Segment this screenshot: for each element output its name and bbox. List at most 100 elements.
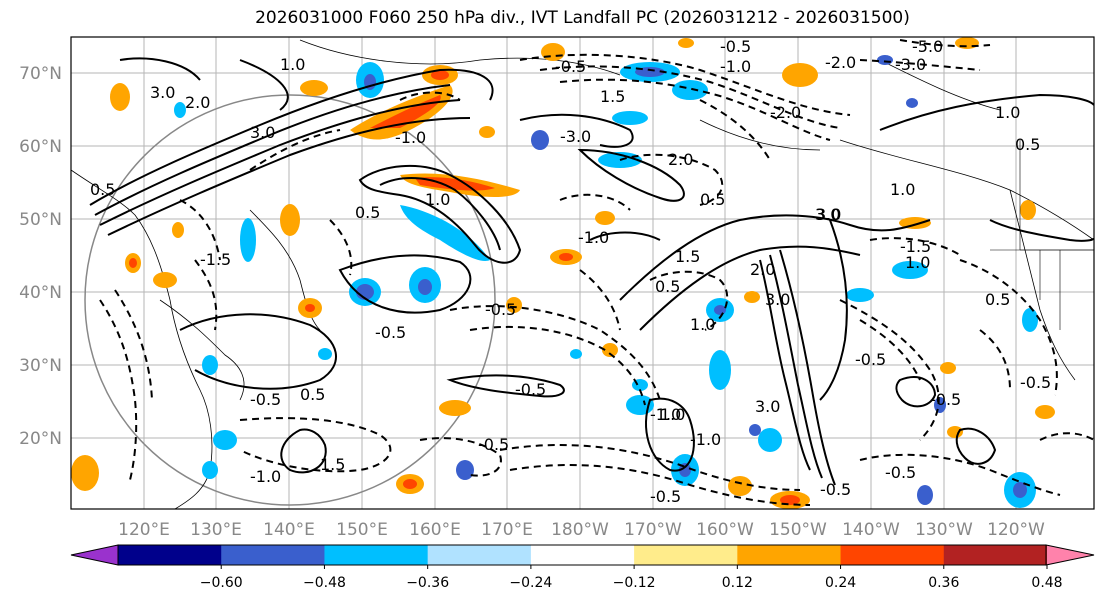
- contour-label: -1.0: [578, 228, 609, 247]
- graticule: [71, 37, 1094, 509]
- colorbar-extend-low: [71, 545, 118, 565]
- colorbar-extend-high: [1047, 545, 1094, 565]
- lon-label: 120°W: [987, 520, 1045, 540]
- colorbar-cell: [324, 545, 429, 565]
- contour-label: 0.5: [1015, 135, 1040, 154]
- lat-label-70n: 70°N: [19, 64, 62, 84]
- contour-label: 0.5: [655, 277, 680, 296]
- colorbar-tick-label: −0.48: [303, 575, 346, 591]
- lon-label: 130°E: [190, 520, 242, 540]
- contour-label: 1.0: [660, 405, 685, 424]
- colorbar-cell: [530, 545, 635, 565]
- colorbar-tick-label: −0.12: [613, 575, 656, 591]
- contour-label: 1.5: [320, 455, 345, 474]
- contour-label: -1.5: [900, 237, 931, 256]
- contour-label: -3.0: [895, 55, 926, 74]
- contour-label: 3.0: [150, 83, 175, 102]
- colorbar-tick-label: 0.12: [722, 575, 753, 591]
- colorbar-tick-label: 0.36: [928, 575, 959, 591]
- contours-positive: [89, 57, 1094, 486]
- colorbar-tick-label: 0.24: [825, 575, 856, 591]
- contour-label: -0.5: [515, 380, 546, 399]
- contour-label: -0.5: [885, 463, 916, 482]
- contour-label: 1.0: [425, 190, 450, 209]
- contour-label: 1.5: [600, 87, 625, 106]
- lat-label-40n: 40°N: [19, 283, 62, 303]
- contour-label: -0.5: [1020, 373, 1051, 392]
- lat-label-60n: 60°N: [19, 137, 62, 157]
- borders: [990, 140, 1094, 330]
- lon-label: 150°W: [769, 520, 827, 540]
- contour-label: -1.0: [250, 467, 281, 486]
- colorbar-cell: [221, 545, 325, 565]
- contour-label: -1.5: [200, 250, 231, 269]
- contour-label: 2.0: [668, 150, 693, 169]
- lon-label: 170°W: [624, 520, 682, 540]
- contour-label: 1.5: [675, 247, 700, 266]
- colorbar-ticks: −0.60 −0.48 −0.36 −0.24 −0.12 0.12 0.24 0.36 0.4…: [200, 565, 1063, 591]
- contour-label: -0.5: [720, 37, 751, 56]
- contour-label: 1.0: [690, 315, 715, 334]
- contour-label: -5.0: [912, 37, 943, 56]
- contour-label: -0.5: [555, 57, 586, 76]
- lon-label: 120°E: [118, 520, 170, 540]
- contour-label: -1.0: [720, 57, 751, 76]
- lon-label: 160°E: [409, 520, 461, 540]
- lat-label-20n: 20°N: [19, 429, 62, 449]
- colorbar-cell: [840, 545, 945, 565]
- latitude-labels: 70°N 60°N 50°N 40°N 30°N 20°N: [19, 64, 62, 449]
- colorbar-tick-label: −0.36: [406, 575, 449, 591]
- contour-label: 0.5: [985, 290, 1010, 309]
- lat-label-30n: 30°N: [19, 356, 62, 376]
- lon-label: 130°W: [915, 520, 973, 540]
- contour-label: -0.5: [855, 350, 886, 369]
- colorbar-tick-label: 0.48: [1031, 575, 1062, 591]
- contour-label: 3.0: [250, 123, 275, 142]
- contour-label: -0.5: [250, 390, 281, 409]
- lon-label: 140°E: [263, 520, 315, 540]
- contour-label: 1.0: [995, 103, 1020, 122]
- contour-label: -0.5: [820, 480, 851, 499]
- range-circle: [84, 94, 496, 506]
- lon-label: 150°E: [336, 520, 388, 540]
- map-plot-area: 3.0 2.0 3.0 1.0 0.5 1.0 0.5 1.5 2.0 3.0 …: [71, 37, 1094, 509]
- contour-label: 3.0: [815, 205, 840, 224]
- colorbar-cell: [634, 545, 738, 565]
- contour-label: -0.5: [478, 435, 509, 454]
- contour-label: -2.0: [825, 53, 856, 72]
- colorbar: −0.60 −0.48 −0.36 −0.24 −0.12 0.12 0.24 0.36 0.4…: [70, 544, 1095, 591]
- lon-label: 180°W: [551, 520, 609, 540]
- shading-negative: [174, 55, 1038, 508]
- contour-label: -0.5: [375, 323, 406, 342]
- contour-label: 1.0: [890, 180, 915, 199]
- contour-label: 0.5: [300, 385, 325, 404]
- figure-title: 2026031000 F060 250 hPa div., IVT Landfa…: [255, 8, 910, 28]
- contour-label: -1.0: [690, 430, 721, 449]
- contour-label: 3.0: [755, 397, 780, 416]
- longitude-labels: 120°E 130°E 140°E 150°E 160°E 170°E 180°…: [118, 520, 1045, 540]
- contour-label: -2.0: [770, 103, 801, 122]
- contour-label: -1.0: [650, 405, 681, 424]
- contours-negative: [99, 39, 1094, 506]
- contour-label: 3.0: [765, 290, 790, 309]
- colorbar-tick-label: −0.60: [200, 575, 243, 591]
- colorbar-cell: [427, 545, 532, 565]
- contour-label: 0.5: [355, 203, 380, 222]
- lon-label: 160°W: [696, 520, 754, 540]
- lon-label: 170°E: [481, 520, 533, 540]
- contour-label: 2.0: [185, 93, 210, 112]
- map-frame: [70, 36, 1095, 510]
- lon-label: 140°W: [842, 520, 900, 540]
- contour-label: 1.0: [280, 55, 305, 74]
- contour-label: 2.0: [750, 260, 775, 279]
- contour-label: -0.5: [930, 390, 961, 409]
- contour-labels: 3.0 2.0 3.0 1.0 0.5 1.0 0.5 1.5 2.0 3.0 …: [90, 37, 1051, 506]
- colorbar-cell: [943, 545, 1048, 565]
- colorbar-cell: [118, 545, 222, 565]
- contour-label: 3.0: [816, 205, 841, 224]
- lat-label-50n: 50°N: [19, 210, 62, 230]
- contour-label: -1.0: [395, 128, 426, 147]
- colorbar-cells: [71, 545, 1094, 565]
- colorbar-tick-label: −0.24: [509, 575, 552, 591]
